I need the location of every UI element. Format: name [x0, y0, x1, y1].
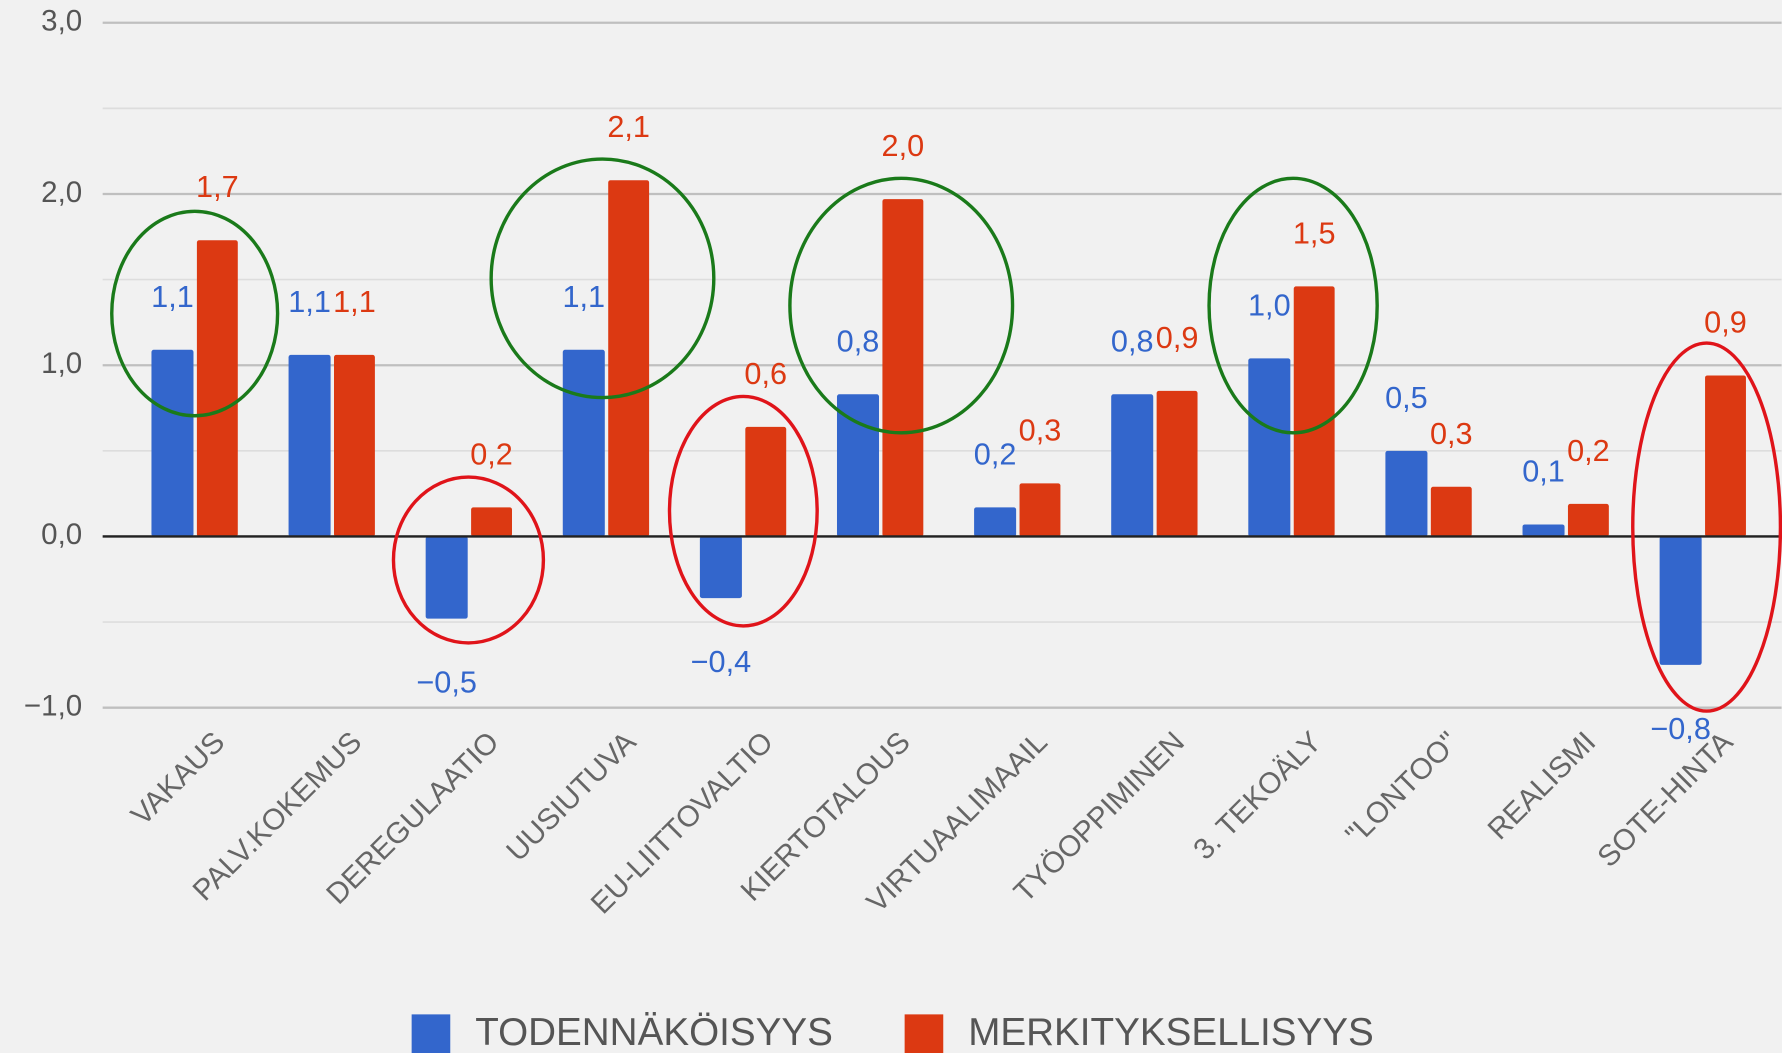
data-label: 1,5 [1293, 216, 1336, 250]
y-tick-label: −1,0 [24, 689, 82, 722]
y-tick-label: 1,0 [41, 347, 82, 380]
bar [699, 536, 742, 599]
data-label: 1,1 [288, 285, 331, 319]
highlight-ellipse [489, 157, 716, 400]
bar [562, 349, 605, 537]
bar [425, 536, 468, 619]
data-label: −0,4 [691, 645, 752, 679]
data-label: 0,8 [1111, 324, 1154, 358]
data-label: 0,6 [744, 357, 787, 391]
bar [1385, 450, 1428, 537]
highlight-ellipse [1207, 176, 1379, 435]
legend-label: MERKITYKSELLISYYS [968, 1011, 1374, 1053]
highlight-ellipse [1631, 341, 1782, 713]
data-label: 1,1 [151, 280, 194, 314]
legend-label: TODENNÄKÖISYYS [475, 1011, 833, 1053]
data-label: 1,0 [1248, 288, 1291, 322]
bar [1522, 524, 1565, 537]
bar [836, 394, 880, 537]
bar [196, 240, 238, 537]
bar [974, 507, 1017, 537]
bar [334, 354, 375, 537]
data-label: 1,7 [196, 170, 239, 204]
data-label: 0,3 [1019, 413, 1062, 447]
bar [1248, 358, 1291, 537]
data-label: 1,1 [333, 285, 376, 319]
data-label: 0,5 [1385, 381, 1428, 415]
bar [1430, 486, 1472, 537]
legend-swatch [904, 1014, 944, 1053]
data-label: 0,2 [470, 437, 513, 471]
bar [882, 199, 924, 537]
y-tick-label: 2,0 [41, 176, 82, 209]
data-label: 0,3 [1430, 417, 1473, 451]
data-label: 1,1 [562, 280, 605, 314]
legend-swatch [411, 1014, 451, 1053]
data-label: 0,1 [1522, 454, 1565, 488]
y-tick-label: 0,0 [41, 518, 82, 551]
highlight-ellipse [788, 176, 1015, 435]
data-label: 0,9 [1156, 321, 1199, 355]
data-label: −0,8 [1650, 712, 1711, 746]
data-label: 0,2 [974, 437, 1017, 471]
data-label: 2,0 [882, 129, 925, 163]
bar [288, 354, 331, 537]
data-label: 0,8 [837, 324, 880, 358]
data-label: 2,1 [607, 110, 650, 144]
bar [151, 349, 194, 537]
bar [1705, 375, 1746, 537]
y-tick-label: 3,0 [41, 5, 82, 38]
bar [1019, 483, 1061, 537]
bar [608, 180, 650, 537]
bar [1567, 503, 1609, 537]
data-label: −0,5 [416, 666, 477, 700]
bar [745, 426, 787, 537]
highlight-ellipse [110, 209, 280, 418]
bar [1659, 536, 1702, 665]
bar [1293, 286, 1335, 537]
bar [1156, 390, 1198, 537]
highlight-ellipse [667, 394, 819, 628]
data-label: 0,2 [1567, 434, 1610, 468]
bar [1111, 394, 1154, 537]
data-label: 0,9 [1704, 305, 1747, 339]
highlight-ellipse [391, 475, 546, 645]
bar [471, 507, 512, 537]
